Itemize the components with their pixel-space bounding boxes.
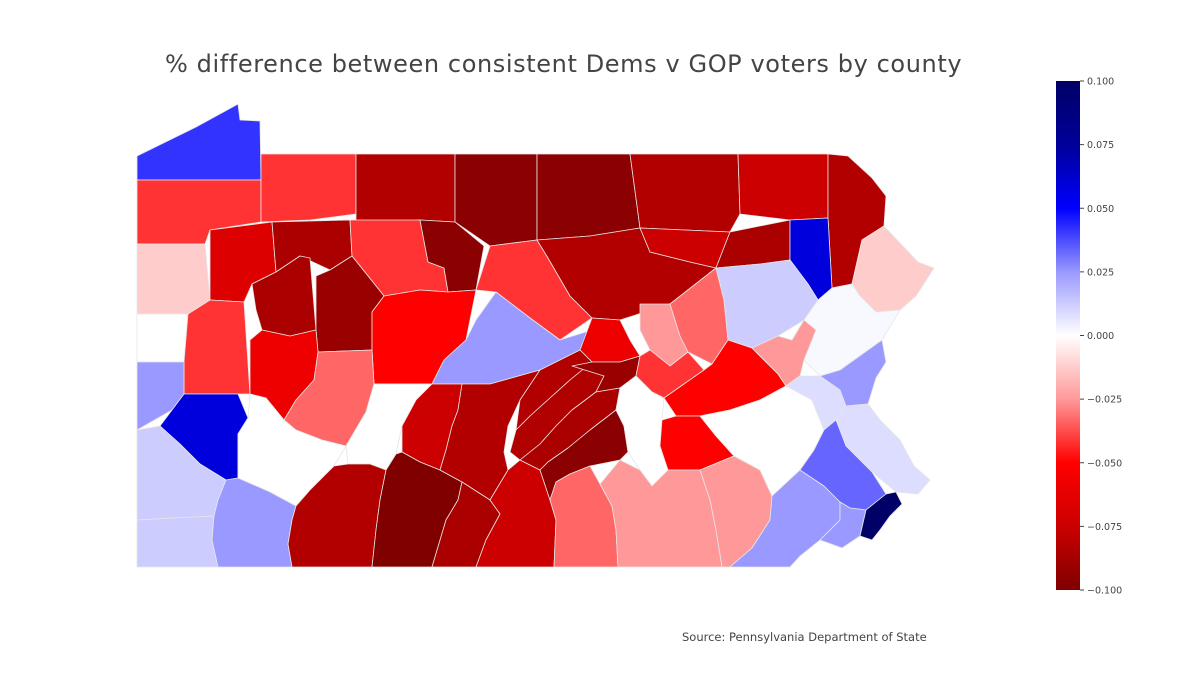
- county-philadelphia[interactable]: [859, 491, 903, 541]
- colorbar-tick-label: 0.075: [1087, 140, 1114, 151]
- colorbar-ticks: 0.100 0.075 0.050 0.025 0.000 −0.025 −0.050 −0.…: [1080, 77, 1122, 597]
- county-northampton[interactable]: [819, 339, 887, 407]
- county-montgomery[interactable]: [799, 419, 887, 511]
- county-delaware[interactable]: [819, 501, 867, 549]
- county-carbon[interactable]: [751, 319, 817, 387]
- county-warren[interactable]: [260, 153, 357, 223]
- county-bradford[interactable]: [629, 153, 741, 233]
- colorbar-tick-label: 0.050: [1087, 204, 1114, 215]
- colorbar-tick-label: 0.025: [1087, 267, 1114, 278]
- colorbar-tick-label: −0.100: [1087, 586, 1122, 597]
- colorbar-gradient: [1056, 81, 1080, 590]
- county-sullivan[interactable]: [639, 227, 731, 269]
- colorbar-tick-label: 0.000: [1087, 331, 1114, 342]
- colorbar-tick-label: −0.050: [1087, 458, 1122, 469]
- source-note: Source: Pennsylvania Department of State: [682, 630, 927, 644]
- map-title: % difference between consistent Dems v G…: [165, 50, 963, 78]
- colorbar-tick-label: 0.100: [1087, 77, 1114, 88]
- colorbar-tick-label: −0.025: [1087, 395, 1122, 406]
- colorbar-tick-label: −0.075: [1087, 522, 1122, 533]
